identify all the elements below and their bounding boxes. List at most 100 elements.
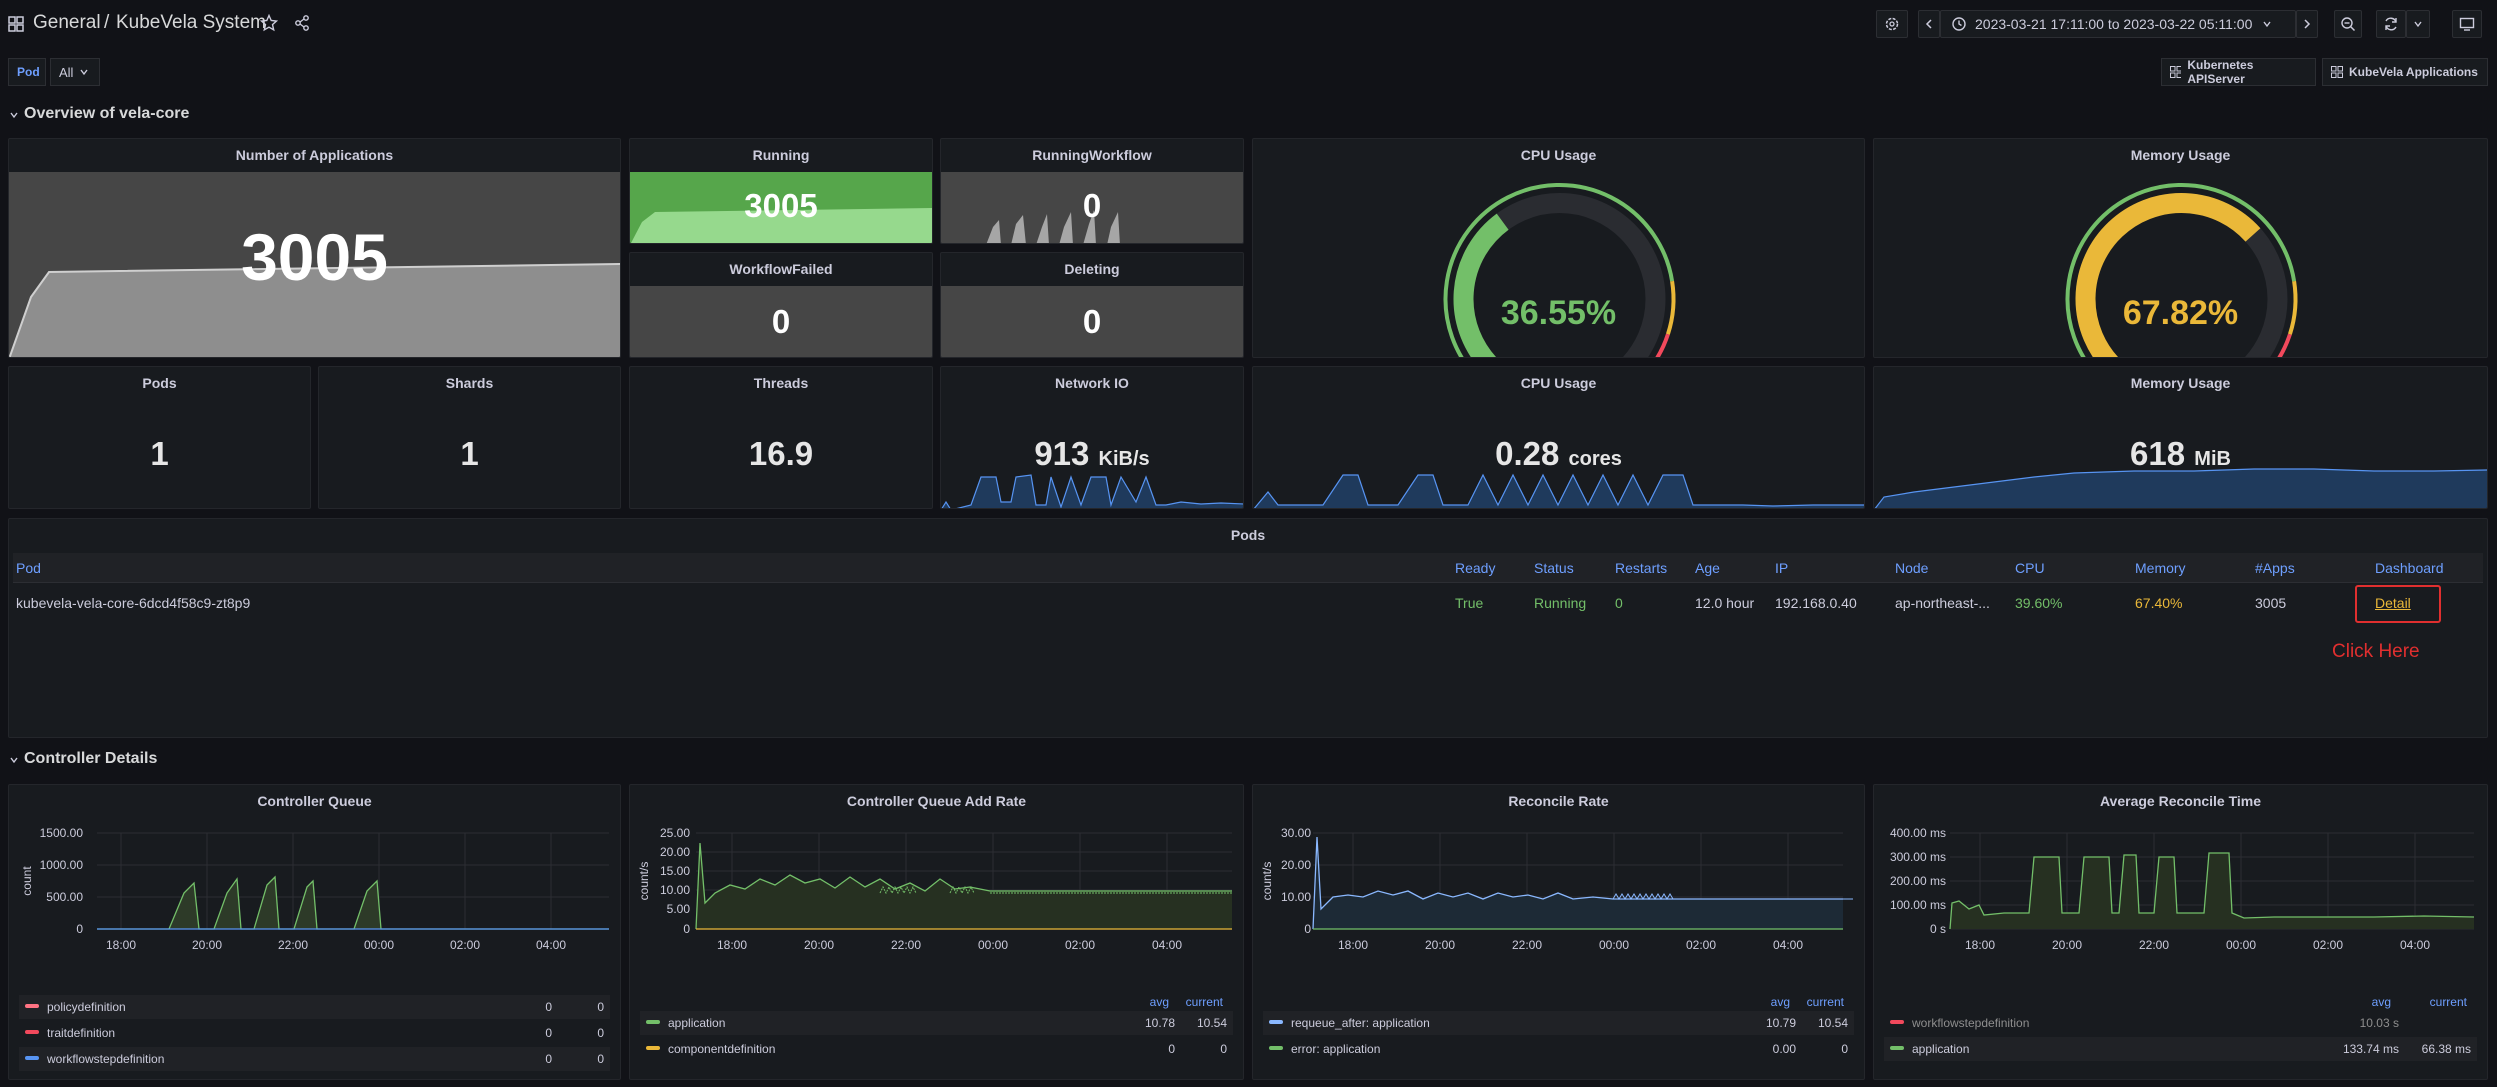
legend-item[interactable]: error: application 0.00 0	[1263, 1037, 1854, 1061]
x-tick-label: 22:00	[2139, 938, 2169, 952]
column-header-apps[interactable]: #Apps	[2255, 560, 2295, 576]
cell-pod: kubevela-vela-core-6dcd4f58c9-zt8p9	[16, 595, 251, 611]
y-tick-label: 0	[1304, 922, 1311, 936]
x-tick-label: 20:00	[192, 938, 222, 952]
pod-variable-select[interactable]: All	[50, 58, 100, 86]
legend-header-current[interactable]: current	[2429, 995, 2467, 1009]
breadcrumb-separator: /	[104, 12, 110, 33]
chevron-down-icon	[2263, 21, 2271, 28]
legend-header-avg[interactable]: avg	[2371, 995, 2391, 1009]
panel-title: Deleting	[1064, 261, 1120, 277]
stat-value-wrap: 913 KiB/s	[941, 435, 1243, 473]
column-header-memory[interactable]: Memory	[2135, 560, 2186, 576]
gear-icon	[1885, 17, 1899, 31]
pod-variable-label: Pod	[8, 58, 46, 86]
legend-item[interactable]: policydefinition 0 0	[19, 995, 610, 1019]
legend-item[interactable]: componentdefinition 0 0	[640, 1037, 1233, 1061]
y-tick-label: 0	[683, 922, 690, 936]
column-header-ip[interactable]: IP	[1775, 560, 1789, 576]
gauge-threshold-yellow	[1666, 280, 1676, 335]
stat-value: 0.28	[1495, 435, 1560, 472]
breadcrumb-root[interactable]: General	[33, 12, 101, 33]
legend-header-avg[interactable]: avg	[1770, 995, 1790, 1009]
row-title-controller-details[interactable]: Controller Details	[24, 750, 158, 767]
panel-title: Memory Usage	[2130, 375, 2231, 391]
time-shift-back-button[interactable]	[1918, 10, 1940, 38]
cell-age: 12.0 hour	[1695, 595, 1755, 611]
column-header-cpu[interactable]: CPU	[2015, 560, 2045, 576]
link-kubernetes-apiserver[interactable]: Kubernetes APIServer	[2161, 58, 2316, 86]
row-collapse-icon[interactable]	[9, 110, 19, 120]
x-tick-label: 04:00	[1152, 938, 1182, 952]
x-tick-label: 00:00	[2226, 938, 2256, 952]
tv-mode-button[interactable]	[2452, 10, 2482, 38]
y-tick-label: 10.00	[1281, 890, 1311, 904]
legend-item[interactable]: workflowstepdefinition 0 0	[19, 1047, 610, 1071]
x-tick-label: 22:00	[891, 938, 921, 952]
y-tick-label: 0	[76, 922, 83, 936]
legend-header-current[interactable]: current	[1185, 995, 1223, 1009]
legend-item[interactable]: application 10.78 10.54	[640, 1011, 1233, 1035]
refresh-button[interactable]	[2376, 10, 2406, 38]
legend-swatch	[25, 1004, 39, 1008]
column-header-dashboard[interactable]: Dashboard	[2375, 560, 2444, 576]
legend-header-avg[interactable]: avg	[1149, 995, 1169, 1009]
legend-value: 66.38 ms	[2421, 1042, 2471, 1056]
panel-title: Pods	[142, 375, 177, 391]
x-tick-label: 02:00	[450, 938, 480, 952]
stat-value: 3005	[744, 187, 818, 224]
y-tick-label: 1500.00	[40, 826, 84, 840]
time-shift-forward-button[interactable]	[2296, 10, 2318, 38]
x-tick-label: 00:00	[364, 938, 394, 952]
gauge-threshold-green	[2065, 183, 2297, 357]
x-tick-label: 04:00	[1773, 938, 1803, 952]
legend-value: 0	[545, 1026, 552, 1040]
column-header-node[interactable]: Node	[1895, 560, 1929, 576]
column-header-restarts[interactable]: Restarts	[1615, 560, 1668, 576]
cell-apps: 3005	[2255, 595, 2287, 611]
column-header-status[interactable]: Status	[1534, 560, 1574, 576]
legend-value: 0	[1168, 1042, 1175, 1056]
highlight-box	[2355, 585, 2441, 623]
legend-header-current[interactable]: current	[1806, 995, 1844, 1009]
y-axis-label: count/s	[637, 862, 651, 901]
panel-workflow-failed: WorkflowFailed 0	[629, 252, 933, 358]
legend-item[interactable]: traitdefinition 0 0	[19, 1021, 610, 1045]
column-header-age[interactable]: Age	[1695, 560, 1720, 576]
chevron-right-icon	[2304, 19, 2311, 29]
star-icon[interactable]	[260, 14, 278, 32]
detail-link[interactable]: Detail	[2375, 595, 2411, 611]
apps-icon[interactable]	[8, 16, 24, 32]
legend-item[interactable]: workflowstepdefinition 10.03 s	[1884, 1011, 2477, 1035]
row-title-overview[interactable]: Overview of vela-core	[24, 105, 190, 122]
y-tick-label: 15.00	[660, 864, 690, 878]
gauge-value: 67.82%	[2122, 294, 2239, 332]
legend-item[interactable]: requeue_after: application 10.79 10.54	[1263, 1011, 1854, 1035]
legend-value: 0	[597, 1026, 604, 1040]
column-header-ready[interactable]: Ready	[1455, 560, 1496, 576]
legend-value: 0	[1220, 1042, 1227, 1056]
chevron-down-icon	[2414, 21, 2422, 28]
tv-icon	[2459, 17, 2475, 31]
legend-item[interactable]: application 133.74 ms 66.38 ms	[1884, 1037, 2477, 1061]
panel-running-workflow: RunningWorkflow 0	[940, 138, 1244, 244]
timeseries-chart: 30.00 20.00 10.00 0 count/s 18:00 20:00 …	[1260, 826, 1853, 952]
dashboard-title[interactable]: KubeVela System	[116, 12, 266, 33]
cell-ready: True	[1455, 595, 1484, 611]
zoom-out-button[interactable]	[2334, 10, 2362, 38]
stat-value: 0	[1082, 187, 1102, 224]
x-tick-label: 02:00	[1065, 938, 1095, 952]
column-header-pod[interactable]: Pod	[16, 560, 41, 576]
gauge-value-arc	[2075, 193, 2261, 357]
panel-shards: Shards 1	[318, 366, 621, 509]
time-range-picker[interactable]: 2023-03-21 17:11:00 to 2023-03-22 05:11:…	[1940, 10, 2296, 38]
row-collapse-icon[interactable]	[9, 755, 19, 765]
refresh-interval-dropdown[interactable]	[2406, 10, 2430, 38]
x-tick-label: 02:00	[2313, 938, 2343, 952]
settings-button[interactable]	[1876, 10, 1908, 38]
share-icon[interactable]	[294, 15, 310, 31]
panel-number-of-applications: Number of Applications 3005	[8, 138, 621, 358]
y-tick-label: 25.00	[660, 826, 690, 840]
sparkline	[986, 210, 1120, 243]
link-kubevela-applications[interactable]: KubeVela Applications	[2322, 58, 2488, 86]
